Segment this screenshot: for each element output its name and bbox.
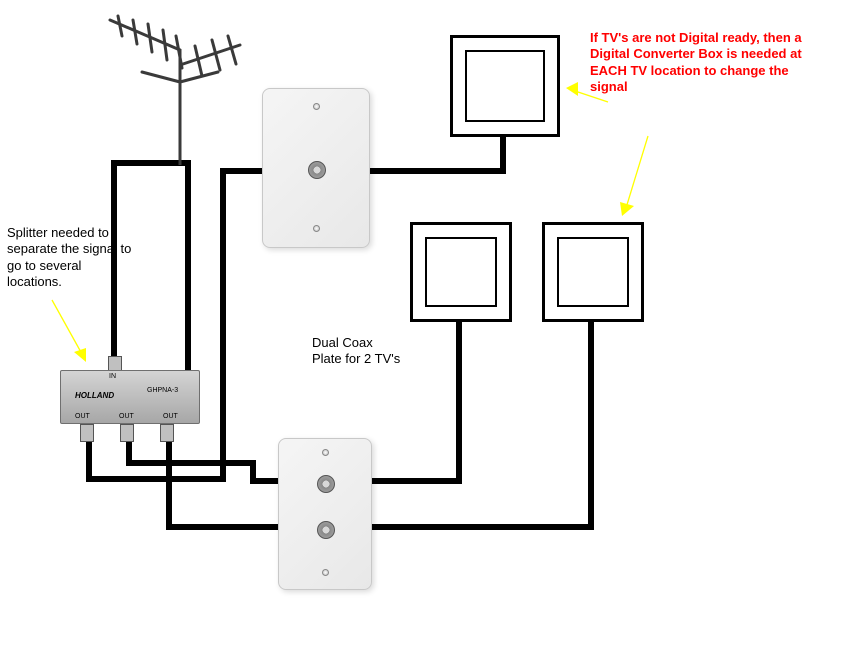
arrow-red-to-tv3 [0,0,849,666]
